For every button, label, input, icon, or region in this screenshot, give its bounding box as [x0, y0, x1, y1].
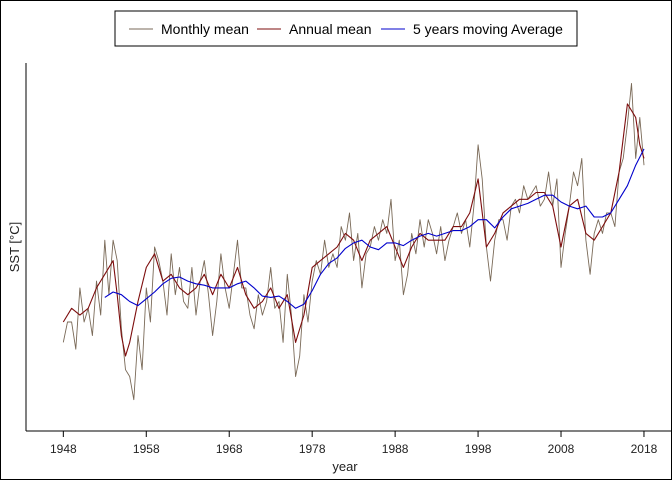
legend-label-annual-mean: Annual mean [289, 21, 372, 37]
x-tick-label: 2018 [631, 442, 658, 456]
legend: Monthly mean Annual mean 5 years moving … [114, 10, 578, 47]
y-axis-title: SST [°C] [7, 222, 22, 272]
legend-label-monthly-mean: Monthly mean [161, 21, 249, 37]
x-tick-label: 1978 [299, 442, 326, 456]
series-line-monthly-mean [62, 82, 645, 401]
legend-label-5-year-average: 5 years moving Average [413, 21, 563, 37]
x-tick-label: 2008 [548, 442, 575, 456]
x-axis-title: year [332, 459, 358, 474]
x-axis-ticks: 1948 1958 1968 1978 1988 1998 2008 2018 [50, 431, 658, 456]
plot-area: 1948 1958 1968 1978 1988 1998 2008 2018 [25, 63, 672, 456]
series-line-5-years-moving-average [104, 148, 645, 309]
x-tick-label: 1998 [465, 442, 492, 456]
legend-box [114, 10, 578, 47]
x-tick-label: 1988 [382, 442, 409, 456]
x-tick-label: 1948 [50, 442, 77, 456]
x-tick-label: 1968 [216, 442, 243, 456]
series-line-annual-mean [62, 103, 645, 357]
x-tick-label: 1958 [133, 442, 160, 456]
series-layer [62, 82, 645, 401]
